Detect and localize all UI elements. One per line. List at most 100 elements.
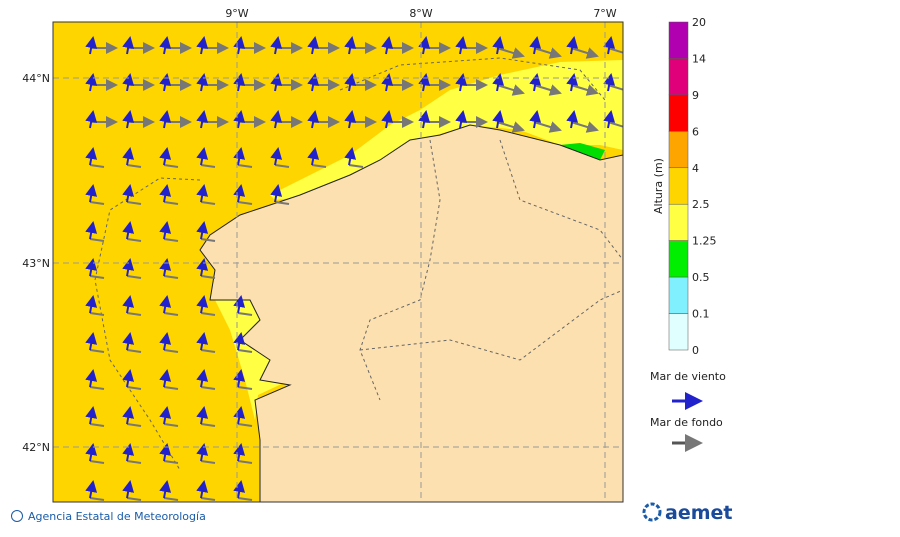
swell-arrow — [607, 121, 623, 133]
wind-arrow — [344, 147, 357, 166]
wind-arrow — [233, 369, 246, 388]
swell-arrow — [200, 349, 216, 353]
wind-arrow — [159, 443, 172, 462]
lon-label: 8°W — [409, 7, 432, 20]
swell-arrow — [200, 423, 216, 427]
wind-arrow — [233, 147, 246, 166]
colorbar-label: 6 — [692, 125, 699, 138]
swell-arrow — [237, 349, 253, 353]
swell-arrow — [237, 460, 253, 464]
logo-icon — [642, 502, 662, 522]
colorbar-label: 1.25 — [692, 235, 717, 248]
wind-arrow — [122, 110, 135, 129]
wind-arrow — [196, 221, 209, 240]
colorbar-segment — [668, 240, 689, 278]
colorbar-segment — [668, 276, 689, 314]
swell-arrow — [496, 84, 525, 96]
swell-arrow — [237, 386, 253, 390]
swell-arrow — [163, 497, 179, 501]
wind-arrow — [85, 147, 98, 166]
colorbar-segment — [668, 313, 689, 351]
swell-arrow — [163, 275, 179, 279]
colorbar-title: Altura (m) — [652, 158, 665, 214]
arrows — [85, 36, 623, 501]
wind-arrow — [159, 295, 172, 314]
wind-arrow — [233, 443, 246, 462]
swell-arrow — [163, 349, 179, 353]
lat-label: 43°N — [22, 257, 50, 270]
wind-arrow — [85, 184, 98, 203]
wind-arrow — [492, 36, 505, 55]
wind-arrow — [455, 36, 468, 55]
wind-arrow — [122, 443, 135, 462]
swell-arrow — [126, 201, 142, 205]
swell-arrow — [126, 460, 142, 464]
swell-arrow — [348, 164, 364, 168]
swell-arrow — [163, 386, 179, 390]
wind-arrow — [566, 36, 579, 55]
swell-arrow — [89, 497, 105, 501]
swell-arrow — [126, 497, 142, 501]
swell-arrow — [163, 423, 179, 427]
wind-arrow — [233, 110, 246, 129]
lat-label: 42°N — [22, 441, 50, 454]
wind-arrow — [270, 184, 283, 203]
swell-arrow — [237, 423, 253, 427]
map-frame — [52, 21, 624, 503]
colorbar-label: 20 — [692, 16, 706, 29]
swell-arrow — [89, 312, 105, 316]
swell-arrow — [570, 47, 599, 59]
wind-arrow — [159, 406, 172, 425]
wind-arrow — [455, 110, 468, 129]
wind-arrow — [455, 73, 468, 92]
swell-arrow — [163, 164, 179, 168]
wind-arrow — [159, 369, 172, 388]
wind-arrow — [122, 369, 135, 388]
wind-arrow — [344, 36, 357, 55]
wind-arrow — [307, 147, 320, 166]
wind-arrow — [122, 332, 135, 351]
footer-agency: Agencia Estatal de Meteorología — [28, 510, 206, 523]
wind-arrow — [122, 147, 135, 166]
wind-arrow — [529, 110, 542, 129]
wind-arrow — [196, 295, 209, 314]
colorbar-label: 0.1 — [692, 308, 710, 321]
colorbar: 20 14 9 6 4 2.5 1.25 0.5 0.1 0 — [668, 16, 717, 357]
wind-arrow — [418, 110, 431, 129]
lon-label: 9°W — [225, 7, 248, 20]
swell-arrow — [570, 84, 599, 96]
wind-arrow — [85, 332, 98, 351]
wind-arrow — [381, 36, 394, 55]
swell-arrow — [200, 386, 216, 390]
swell-arrow — [89, 164, 105, 168]
wind-arrow — [196, 36, 209, 55]
swell-arrow — [126, 312, 142, 316]
wind-arrow — [159, 332, 172, 351]
colorbar-label: 9 — [692, 89, 699, 102]
colorbar-segment — [668, 94, 689, 132]
swell-arrow — [496, 121, 525, 133]
wind-arrow — [233, 184, 246, 203]
colorbar-label: 0.5 — [692, 271, 710, 284]
swell-arrow — [126, 349, 142, 353]
wind-arrow — [85, 406, 98, 425]
wind-arrow — [159, 147, 172, 166]
wind-arrow — [492, 110, 505, 129]
swell-arrow — [570, 121, 599, 133]
wind-arrow — [159, 221, 172, 240]
swell-arrow — [89, 275, 105, 279]
wind-arrow — [233, 480, 246, 499]
swell-arrow — [126, 238, 142, 242]
wind-arrow — [85, 258, 98, 277]
wind-arrow — [233, 36, 246, 55]
swell-arrow — [533, 84, 562, 96]
wind-arrow — [381, 110, 394, 129]
wind-arrow — [196, 369, 209, 388]
swell-arrow — [274, 164, 290, 168]
colorbar-segment — [668, 58, 689, 96]
wind-arrow — [196, 147, 209, 166]
lat-label: 44°N — [22, 72, 50, 85]
logo-text: aemet — [665, 502, 732, 524]
wind-arrow — [307, 36, 320, 55]
wind-arrow — [233, 73, 246, 92]
